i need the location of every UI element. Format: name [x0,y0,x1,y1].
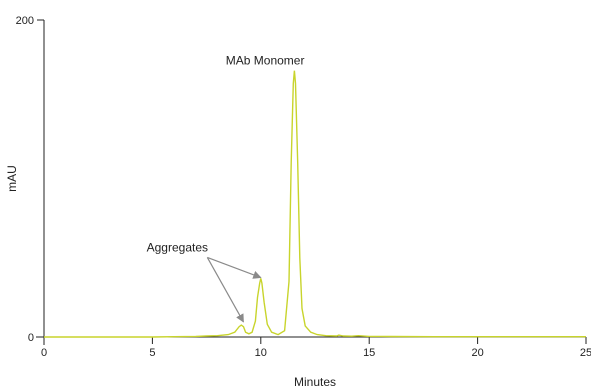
annotation-label: Aggregates [147,240,208,254]
annotation-arrow [207,256,262,279]
x-tick-label: 15 [363,347,375,359]
axis-ticks: 0 5 10 15 20 25 0 200 [16,15,591,359]
x-axis-title: Minutes [294,375,336,389]
y-axis-title: mAU [5,165,19,192]
y-tick-label: 200 [16,15,34,27]
annotation-label: MAb Monomer [226,53,305,67]
x-tick-label: 25 [580,347,591,359]
annotations: MAb Monomer Aggregates [147,53,305,323]
annotation-arrow [206,257,244,323]
x-tick-label: 0 [41,347,47,359]
x-tick-label: 10 [255,347,267,359]
chromatogram-trace [44,70,586,338]
x-tick-label: 20 [471,347,483,359]
x-tick-label: 5 [149,347,155,359]
y-tick-label: 0 [28,332,34,344]
